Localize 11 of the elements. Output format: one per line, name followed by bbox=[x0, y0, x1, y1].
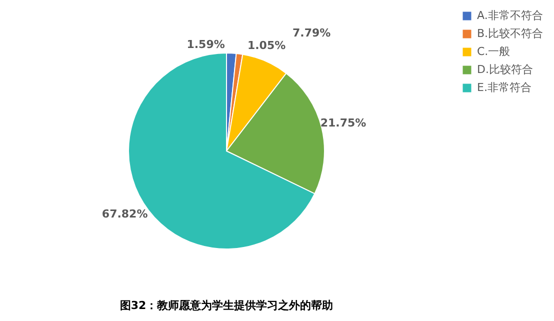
legend-label: A.非常不符合 bbox=[477, 9, 543, 22]
data-label: 67.82% bbox=[102, 208, 148, 221]
data-label: 7.79% bbox=[292, 26, 331, 40]
legend-label: B.比较不符合 bbox=[477, 27, 544, 40]
data-label: 1.59% bbox=[186, 38, 225, 52]
data-label: 1.05% bbox=[247, 38, 286, 52]
legend-label: C.一般 bbox=[477, 45, 510, 58]
text: 图32：教师愿意为学生提供学习之外的帮助 bbox=[120, 299, 334, 312]
legend-label: E.非常符合 bbox=[477, 81, 532, 94]
data-label: 21.75% bbox=[320, 116, 366, 130]
legend-label: D.比较符合 bbox=[477, 63, 533, 76]
